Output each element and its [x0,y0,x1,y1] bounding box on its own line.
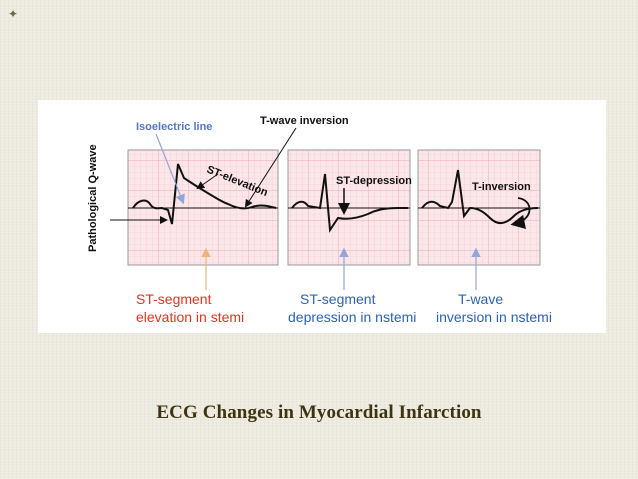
t-wave-inversion-arrow [244,127,297,208]
panel1-label-line1: ST-segment [136,291,212,307]
q-wave-label: Pathological Q-wave [87,144,99,252]
panel2-label-line1: ST-segment [300,291,376,307]
t-inversion-arrow [510,197,531,229]
isoelectric-label: Isoelectric line [136,121,212,133]
panel2-label-line2: depression in nstemi [288,309,416,325]
four-point-star-icon: ✦ [8,7,19,21]
slide-caption: ECG Changes in Myocardial Infarction [156,402,482,423]
ecg-diagram: Pathological Q-wave Isoelectric line T-w… [87,115,552,325]
st-depression-label: ST-depression [336,175,412,187]
ecg-trace-st-depression [291,173,408,233]
panel1-label-line2: elevation in stemi [136,309,244,325]
panel3-label-line2: inversion in nstemi [436,309,552,325]
panel3-label-line1: T-wave [458,291,503,307]
isoelectric-arrow [155,133,185,205]
ecg-figure: Pathological Q-wave Isoelectric line T-w… [38,100,606,333]
st-elevation-arrow [196,173,219,190]
t-inversion-label: T-inversion [472,181,531,193]
ecg-trace-t-inversion [421,169,539,224]
t-wave-inversion-top-label: T-wave inversion [260,115,349,127]
